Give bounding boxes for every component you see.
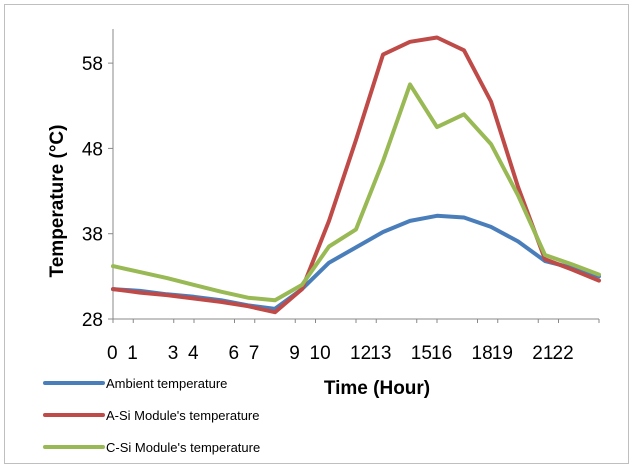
x-tick-label: 12: [350, 343, 371, 364]
series-line-2: [111, 35, 601, 315]
legend-label: A-Si Module's temperature: [106, 408, 260, 423]
legend-label: Ambient temperature: [106, 376, 227, 391]
y-tick-label: 28: [82, 310, 103, 331]
y-axis-label: Temperature (°C): [47, 125, 68, 278]
y-tick-label: 48: [82, 139, 103, 160]
x-tick-label: 18: [472, 343, 493, 364]
x-tick-label: 0: [107, 343, 118, 364]
x-tick-label: 7: [249, 343, 260, 364]
x-tick-label: 19: [492, 343, 513, 364]
legend-label: C-Si Module's temperature: [106, 440, 260, 455]
y-tick-label: 38: [82, 225, 103, 246]
y-tick-label: 58: [82, 54, 103, 75]
x-tick-label: 22: [553, 343, 574, 364]
x-tick-label: 1: [127, 343, 138, 364]
x-tick-label: 21: [532, 343, 553, 364]
x-tick-label: 6: [229, 343, 240, 364]
x-tick-label: 9: [289, 343, 300, 364]
chart-frame: Temperature (°C) Time (Hour) 28 38 48 58 0 1 3…: [4, 4, 629, 464]
x-tick-label: 3: [168, 343, 179, 364]
x-tick-label: 4: [188, 343, 199, 364]
series-line-3: [111, 82, 601, 303]
x-tick-label: 15: [411, 343, 432, 364]
x-tick-label: 10: [310, 343, 331, 364]
x-axis-label: Time (Hour): [324, 378, 430, 399]
x-tick-label: 16: [431, 343, 452, 364]
x-tick-label: 13: [370, 343, 391, 364]
